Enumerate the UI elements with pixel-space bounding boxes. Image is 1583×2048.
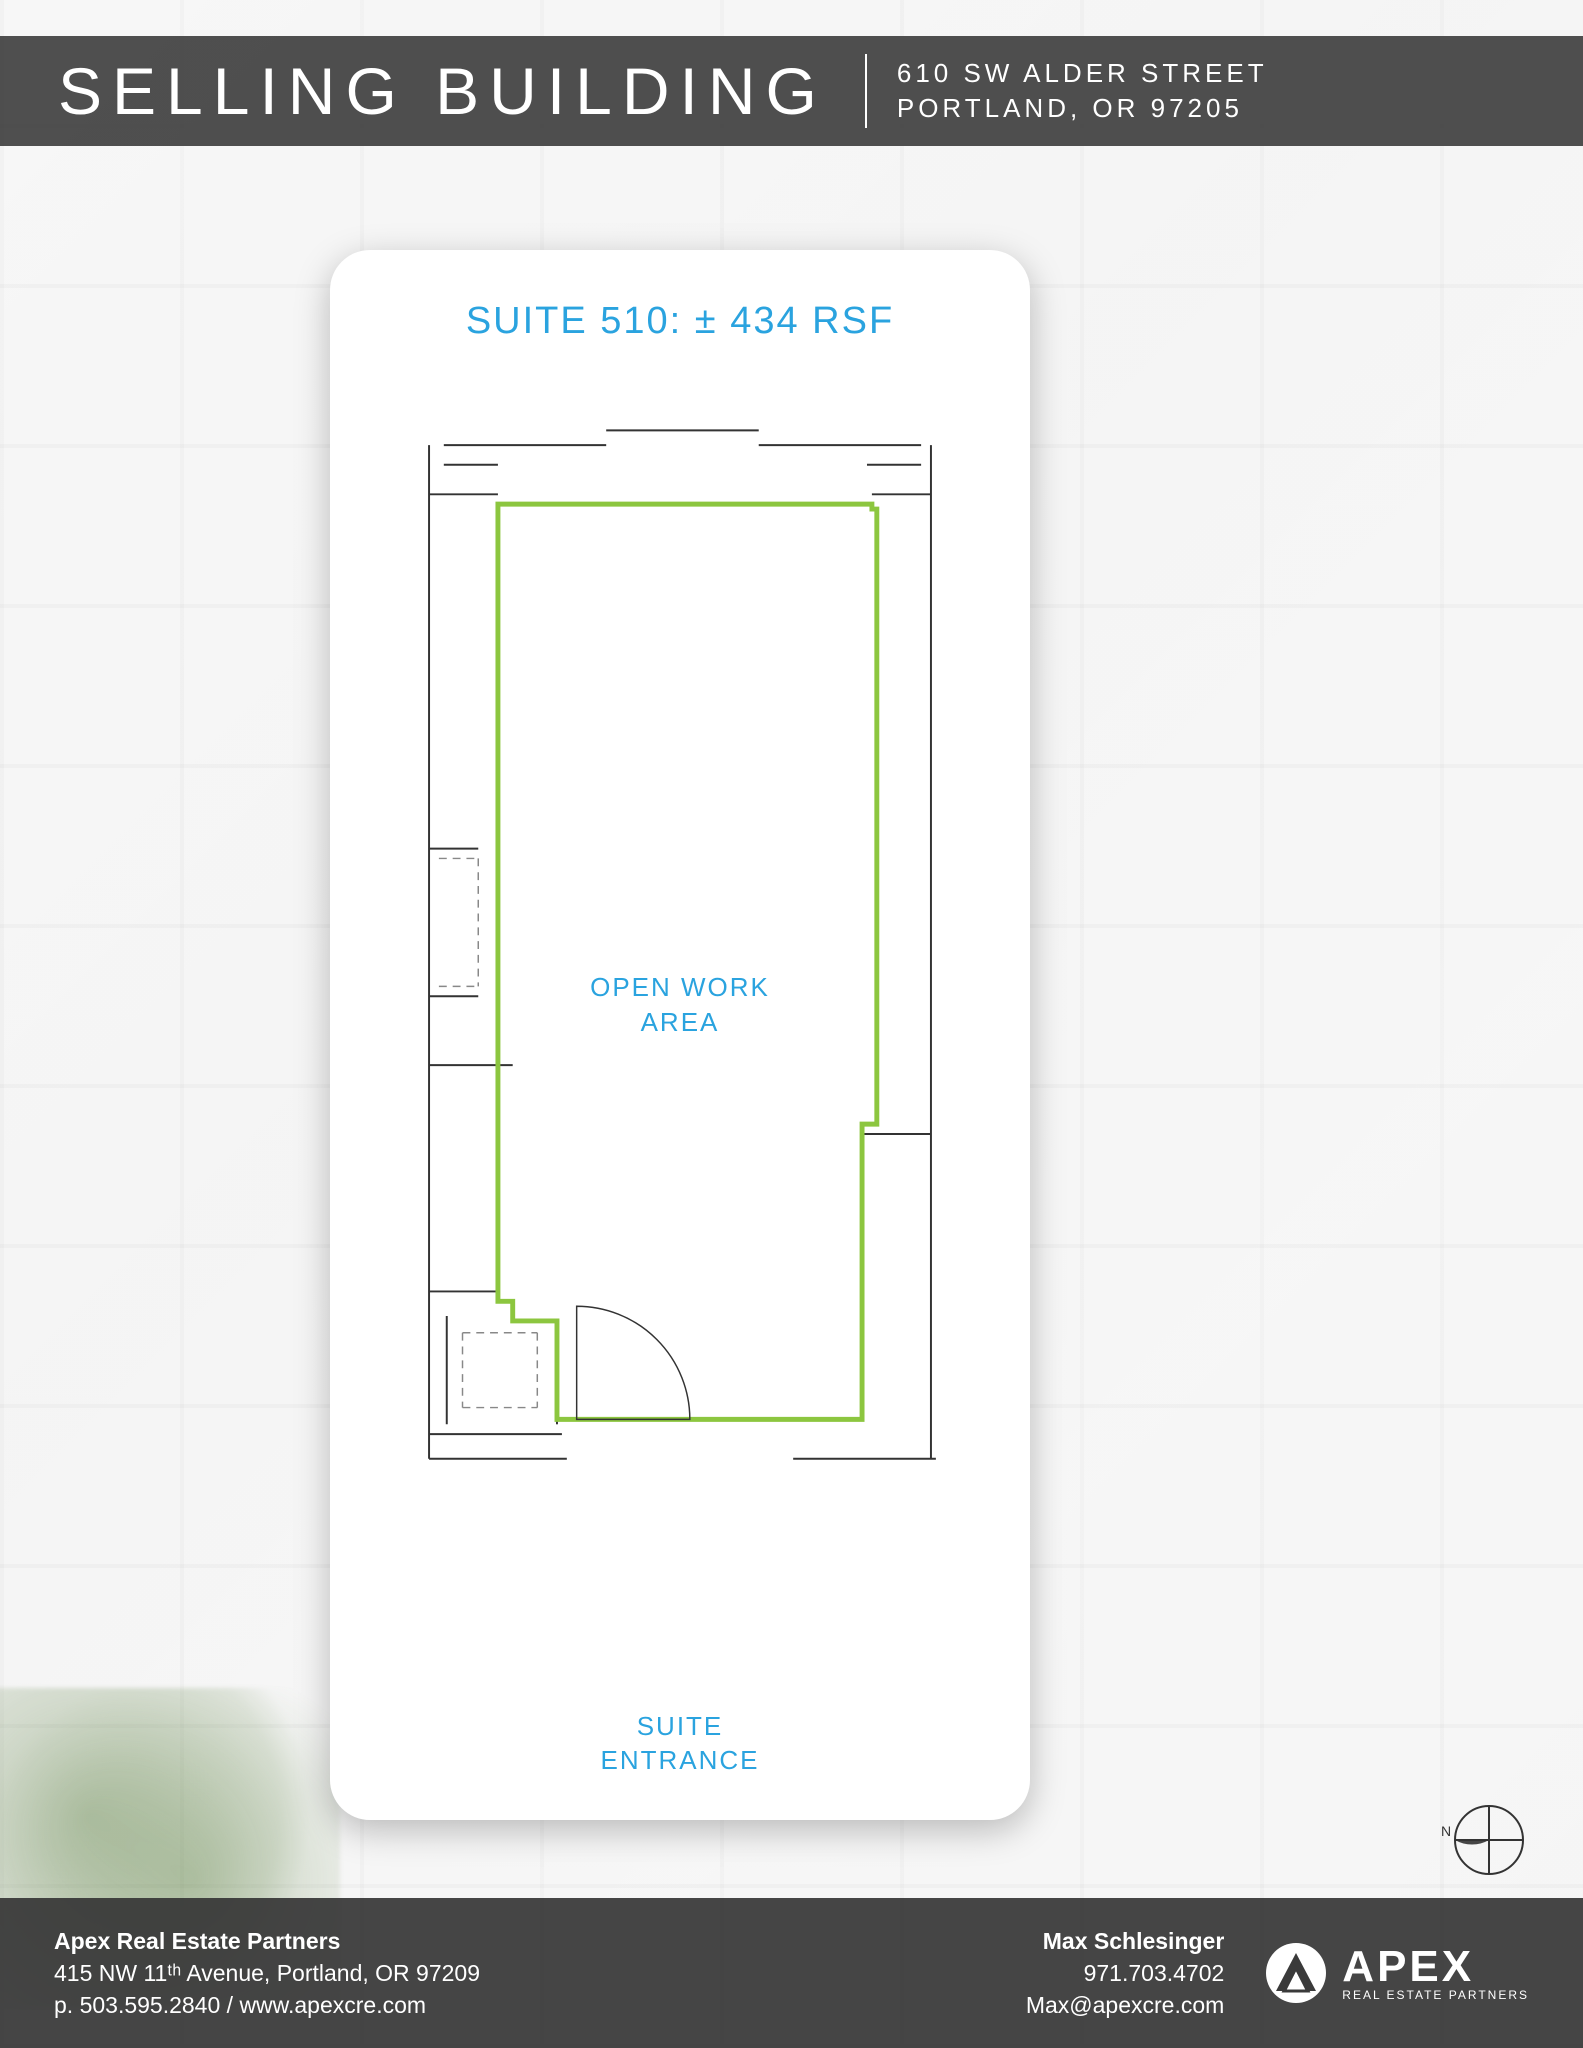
logo-icon bbox=[1264, 1941, 1328, 2005]
address-line2: PORTLAND, OR 97205 bbox=[897, 91, 1268, 126]
logo: APEX REAL ESTATE PARTNERS bbox=[1264, 1941, 1529, 2005]
contact-name: Max Schlesinger bbox=[1026, 1925, 1224, 1957]
address-line1: 610 SW ALDER STREET bbox=[897, 56, 1268, 91]
header-bar: SELLING BUILDING 610 SW ALDER STREET POR… bbox=[0, 36, 1583, 146]
entrance-label: SUITE ENTRANCE bbox=[330, 1710, 1030, 1778]
room-label: OPEN WORK AREA bbox=[330, 970, 1030, 1040]
header-address: 610 SW ALDER STREET PORTLAND, OR 97205 bbox=[897, 56, 1268, 126]
header-divider bbox=[865, 54, 867, 128]
footer-left: Apex Real Estate Partners 415 NW 11ᵗʰ Av… bbox=[54, 1925, 480, 2022]
compass-icon: N bbox=[1431, 1792, 1527, 1888]
footer-right: Max Schlesinger 971.703.4702 Max@apexcre… bbox=[1026, 1925, 1529, 2022]
suite-title: SUITE 510: ± 434 RSF bbox=[370, 300, 990, 343]
compass-n: N bbox=[1441, 1823, 1451, 1839]
logo-sub: REAL ESTATE PARTNERS bbox=[1342, 1989, 1529, 2001]
footer-phone-web: p. 503.595.2840 / www.apexcre.com bbox=[54, 1989, 480, 2021]
logo-main: APEX bbox=[1342, 1945, 1529, 1989]
floorplan-card: SUITE 510: ± 434 RSF OPEN WORK AREA SUIT… bbox=[330, 250, 1030, 1820]
contact-phone: 971.703.4702 bbox=[1026, 1957, 1224, 1989]
page-title: SELLING BUILDING bbox=[58, 53, 827, 129]
floorplan-svg bbox=[370, 367, 990, 1527]
contact-email: Max@apexcre.com bbox=[1026, 1989, 1224, 2021]
footer-company: Apex Real Estate Partners bbox=[54, 1925, 480, 1957]
contact-block: Max Schlesinger 971.703.4702 Max@apexcre… bbox=[1026, 1925, 1224, 2022]
footer-bar: Apex Real Estate Partners 415 NW 11ᵗʰ Av… bbox=[0, 1898, 1583, 2048]
logo-text: APEX REAL ESTATE PARTNERS bbox=[1342, 1945, 1529, 2001]
footer-address: 415 NW 11ᵗʰ Avenue, Portland, OR 97209 bbox=[54, 1957, 480, 1989]
